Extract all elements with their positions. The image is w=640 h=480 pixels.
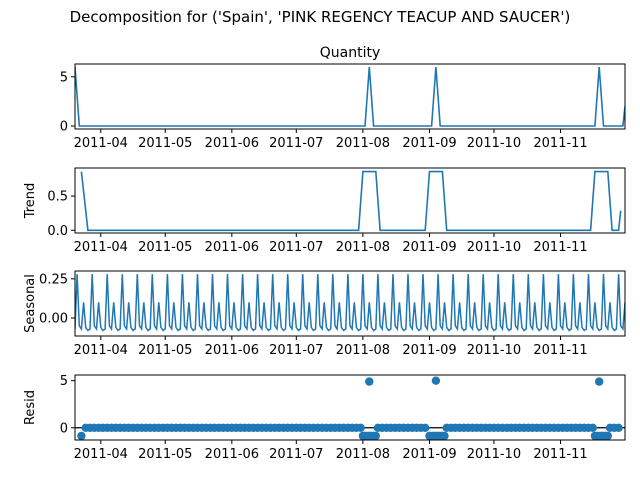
resid-point: [603, 431, 612, 440]
panel-seasonal: Seasonal 2011-04 2011-05 2011-06 2011-07 2011…: [23, 270, 626, 358]
x-tick-label: 2011-04: [74, 447, 128, 462]
y-tick-label: 0: [60, 421, 68, 436]
resid-point: [421, 423, 430, 432]
axes-frame: [74, 167, 626, 234]
series-line: [80, 170, 622, 232]
panel-title: Quantity: [320, 45, 381, 61]
x-tick-label: 2011-09: [402, 343, 456, 358]
y-axis-label: Seasonal: [23, 274, 38, 333]
x-tick-label: 2011-11: [533, 136, 587, 151]
x-tick-label: 2011-09: [402, 447, 456, 462]
axes-frame: [74, 270, 626, 337]
x-tick-label: 2011-05: [138, 136, 192, 151]
y-tick-label: 0.25: [39, 272, 68, 287]
x-tick-label: 2011-09: [402, 136, 456, 151]
plot-area: [75, 274, 625, 332]
y-tick-label: 0.00: [39, 311, 68, 326]
x-tick-label: 2011-05: [138, 343, 192, 358]
x-tick-label: 2011-11: [533, 240, 587, 255]
y-axis-label: Resid: [23, 390, 38, 425]
x-tick-label: 2011-08: [336, 343, 390, 358]
resid-point: [431, 376, 441, 385]
x-tick-label: 2011-10: [467, 136, 521, 151]
x-tick-label: 2011-05: [138, 447, 192, 462]
resid-point: [356, 423, 365, 432]
y-tick-label: 0.0: [47, 224, 68, 239]
figure-suptitle: Decomposition for ('Spain', 'PINK REGENC…: [70, 8, 571, 26]
y-tick-label: 0: [60, 120, 68, 135]
x-tick-label: 2011-06: [205, 343, 259, 358]
x-tick-label: 2011-09: [402, 240, 456, 255]
resid-point: [614, 423, 623, 432]
x-tick-label: 2011-07: [269, 136, 323, 151]
x-tick-label: 2011-04: [74, 136, 128, 151]
axes-frame: [74, 63, 626, 130]
plot-area: [80, 170, 622, 232]
axes-frame: [74, 374, 626, 441]
y-tick-label: 5: [60, 374, 68, 389]
x-tick-label: 2011-07: [269, 240, 323, 255]
x-tick-label: 2011-04: [74, 240, 128, 255]
resid-point: [371, 431, 380, 440]
x-tick-label: 2011-08: [336, 240, 390, 255]
panel-resid: Resid 2011-04 2011-05 2011-06 2011-07 2011-08…: [23, 374, 626, 462]
resid-point: [588, 423, 597, 432]
plot-area: [75, 376, 625, 440]
x-tick-label: 2011-04: [74, 343, 128, 358]
series-line: [75, 66, 625, 127]
x-tick-label: 2011-10: [467, 447, 521, 462]
panels: Quantity 2011-04 2011-05 2011-06 2011-07 2011…: [23, 45, 626, 462]
resid-point: [595, 377, 604, 386]
y-tick-label: 5: [60, 70, 68, 85]
resid-point: [77, 431, 86, 440]
x-tick-label: 2011-11: [533, 447, 587, 462]
panel-trend: Trend 2011-04 2011-05 2011-06 2011-07 2011-08…: [23, 167, 626, 255]
x-tick-label: 2011-07: [269, 343, 323, 358]
x-tick-label: 2011-06: [205, 447, 259, 462]
resid-point: [365, 377, 374, 386]
x-tick-label: 2011-06: [205, 240, 259, 255]
x-tick-label: 2011-08: [336, 447, 390, 462]
x-tick-label: 2011-05: [138, 240, 192, 255]
x-tick-label: 2011-07: [269, 447, 323, 462]
y-axis-label: Trend: [23, 183, 38, 220]
resid-point: [440, 431, 449, 440]
x-tick-label: 2011-06: [205, 136, 259, 151]
x-tick-label: 2011-11: [533, 343, 587, 358]
y-tick-label: 0.5: [47, 190, 68, 205]
series-line: [75, 274, 625, 332]
x-tick-label: 2011-10: [467, 240, 521, 255]
panel-quantity: Quantity 2011-04 2011-05 2011-06 2011-07 2011…: [60, 45, 626, 151]
plot-area: [75, 66, 625, 127]
x-tick-label: 2011-08: [336, 136, 390, 151]
x-tick-label: 2011-10: [467, 343, 521, 358]
